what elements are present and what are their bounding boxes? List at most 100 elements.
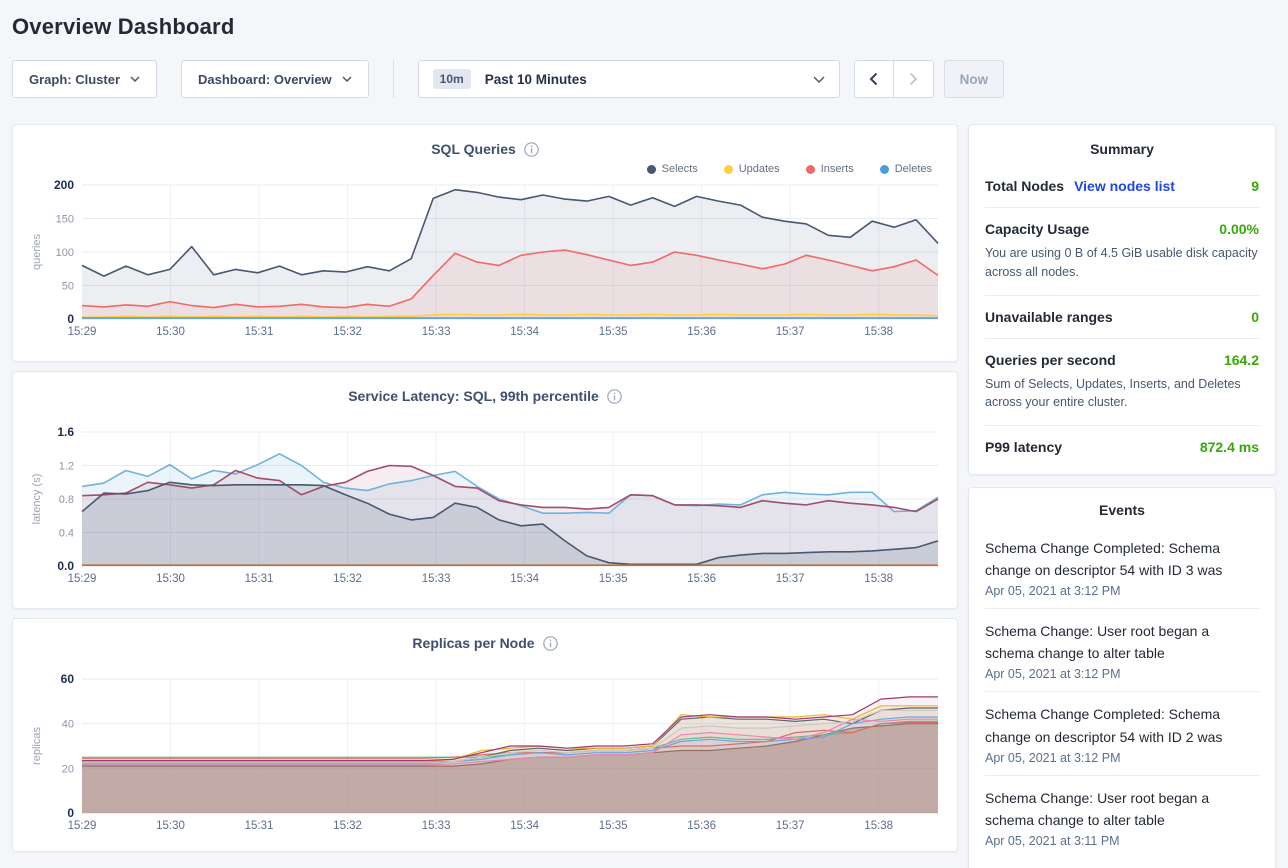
svg-text:200: 200 — [54, 179, 74, 192]
summary-card: Summary Total Nodes View nodes list 9 Capac… — [968, 124, 1276, 475]
svg-text:15:35: 15:35 — [599, 573, 628, 585]
svg-text:15:33: 15:33 — [422, 326, 451, 338]
svg-text:0: 0 — [67, 312, 74, 326]
time-step-buttons — [853, 60, 934, 98]
info-icon[interactable] — [523, 141, 539, 157]
summary-value: 0 — [1251, 308, 1259, 325]
event-item[interactable]: Schema Change Completed: Schema change o… — [985, 526, 1259, 608]
service-latency-chart: 0.0 0.4 0.8 1.2 1.6 15:29 15:30 15:31 15:32 15:33… — [31, 426, 939, 585]
svg-text:0.4: 0.4 — [59, 528, 74, 540]
svg-text:15:35: 15:35 — [599, 820, 628, 832]
chevron-down-icon — [130, 76, 140, 82]
sql-queries-card: SQL Queries Selects Updates Inserts Deletes… — [12, 124, 958, 362]
svg-text:15:33: 15:33 — [422, 573, 451, 585]
summary-desc: Sum of Selects, Updates, Inserts, and De… — [985, 376, 1241, 410]
legend-item-updates[interactable]: Updates — [723, 163, 780, 175]
info-icon[interactable] — [606, 388, 622, 404]
svg-text:replicas: replicas — [31, 727, 43, 765]
svg-text:60: 60 — [61, 673, 75, 686]
svg-text:15:32: 15:32 — [333, 820, 362, 832]
svg-text:1.6: 1.6 — [57, 426, 74, 439]
chart-legend — [28, 653, 942, 673]
events-card: Events Schema Change Completed: Schema c… — [968, 487, 1276, 868]
svg-text:0.0: 0.0 — [57, 559, 74, 573]
event-timestamp: Apr 05, 2021 at 3:12 PM — [985, 584, 1121, 599]
events-title: Events — [1099, 502, 1145, 518]
svg-text:15:34: 15:34 — [510, 573, 539, 585]
summary-row: Total Nodes View nodes list 9 — [985, 165, 1259, 207]
legend-label: Inserts — [820, 163, 854, 175]
summary-value: 164.2 — [1223, 351, 1259, 368]
replicas-per-node-card: Replicas per Node 0 20 40 60 15:29 15:30 15:31… — [12, 618, 958, 852]
chart-title-sql-queries: SQL Queries — [431, 141, 516, 157]
legend-item-deletes[interactable]: Deletes — [879, 163, 932, 175]
time-range-label: Past 10 Minutes — [484, 71, 587, 87]
summary-row: P99 latency 872.4 ms — [985, 425, 1259, 468]
chevron-right-icon — [909, 72, 918, 86]
summary-value: 9 — [1251, 178, 1259, 194]
sidebar: Summary Total Nodes View nodes list 9 Capac… — [968, 124, 1276, 868]
graph-dropdown[interactable]: Graph: Cluster — [12, 60, 158, 98]
svg-text:1.2: 1.2 — [59, 461, 74, 473]
legend-label: Selects — [661, 163, 698, 175]
chart-title-service-latency: Service Latency: SQL, 99th percentile — [348, 388, 599, 404]
svg-text:15:37: 15:37 — [776, 326, 805, 338]
svg-text:15:36: 15:36 — [687, 573, 716, 585]
main-content: SQL Queries Selects Updates Inserts Deletes… — [0, 124, 1288, 868]
event-timestamp: Apr 05, 2021 at 3:12 PM — [985, 667, 1121, 682]
legend-label: Updates — [738, 163, 780, 175]
chart-title-replicas-per-node: Replicas per Node — [412, 635, 535, 651]
event-message: Schema Change: User root began a schema … — [985, 623, 1210, 662]
time-range-badge: 10m — [432, 69, 471, 89]
svg-text:15:29: 15:29 — [68, 573, 97, 585]
svg-text:100: 100 — [56, 247, 74, 259]
svg-text:15:31: 15:31 — [245, 326, 274, 338]
dashboard-dropdown[interactable]: Dashboard: Overview — [181, 60, 369, 98]
toolbar: Graph: Cluster Dashboard: Overview 10m P… — [0, 60, 1288, 98]
svg-text:15:37: 15:37 — [776, 820, 805, 832]
svg-text:15:30: 15:30 — [156, 326, 185, 338]
now-button[interactable]: Now — [943, 60, 1005, 98]
svg-text:15:36: 15:36 — [687, 326, 716, 338]
svg-text:15:29: 15:29 — [68, 820, 97, 832]
time-prev-button[interactable] — [853, 60, 894, 98]
chart-legend — [28, 406, 942, 426]
info-icon[interactable] — [542, 635, 558, 651]
event-message: Schema Change Completed: Schema change o… — [985, 540, 1223, 579]
page-title: Overview Dashboard — [12, 14, 235, 39]
svg-text:15:30: 15:30 — [156, 573, 185, 585]
page-header: Overview Dashboard — [0, 0, 1288, 40]
legend-dot — [646, 164, 656, 174]
chart-legend: Selects Updates Inserts Deletes — [28, 159, 942, 179]
svg-text:150: 150 — [56, 214, 74, 226]
svg-text:15:31: 15:31 — [245, 573, 274, 585]
legend-dot — [879, 164, 889, 174]
svg-text:20: 20 — [62, 763, 74, 775]
svg-text:15:38: 15:38 — [864, 326, 893, 338]
summary-rows: Total Nodes View nodes list 9 Capacity Usag… — [985, 165, 1259, 468]
event-timestamp: Apr 05, 2021 at 3:12 PM — [985, 750, 1121, 765]
event-item[interactable]: Schema Change: User root began a schema … — [985, 608, 1259, 691]
svg-text:queries: queries — [31, 233, 43, 270]
time-next-button[interactable] — [893, 60, 934, 98]
legend-item-inserts[interactable]: Inserts — [805, 163, 854, 175]
summary-row: Capacity Usage 0.00% You are using 0 B of … — [985, 207, 1259, 295]
summary-row: Unavailable ranges 0 — [985, 294, 1259, 338]
event-item[interactable]: Schema Change: User root began a schema … — [985, 774, 1259, 858]
time-range-picker[interactable]: 10m Past 10 Minutes — [417, 60, 840, 98]
summary-label: Capacity Usage — [985, 221, 1090, 237]
svg-text:40: 40 — [62, 719, 74, 731]
sql-queries-chart: 0 50 100 150 200 15:29 15:30 15:31 15:32 15:33 15:… — [31, 179, 939, 338]
svg-text:15:38: 15:38 — [864, 573, 893, 585]
summary-label: Total Nodes — [985, 178, 1065, 194]
service-latency-card: Service Latency: SQL, 99th percentile 0.… — [12, 371, 958, 609]
svg-text:latency (s): latency (s) — [31, 474, 43, 525]
event-item[interactable]: Schema Change Completed: Schema change o… — [985, 691, 1259, 774]
svg-text:15:32: 15:32 — [333, 326, 362, 338]
legend-item-selects[interactable]: Selects — [646, 163, 698, 175]
view-nodes-list-link[interactable]: View nodes list — [1074, 178, 1175, 194]
summary-value: 0.00% — [1219, 221, 1259, 237]
svg-text:15:31: 15:31 — [245, 820, 274, 832]
svg-text:15:36: 15:36 — [687, 820, 716, 832]
event-message: Schema Change: User root began a schema … — [985, 789, 1210, 828]
